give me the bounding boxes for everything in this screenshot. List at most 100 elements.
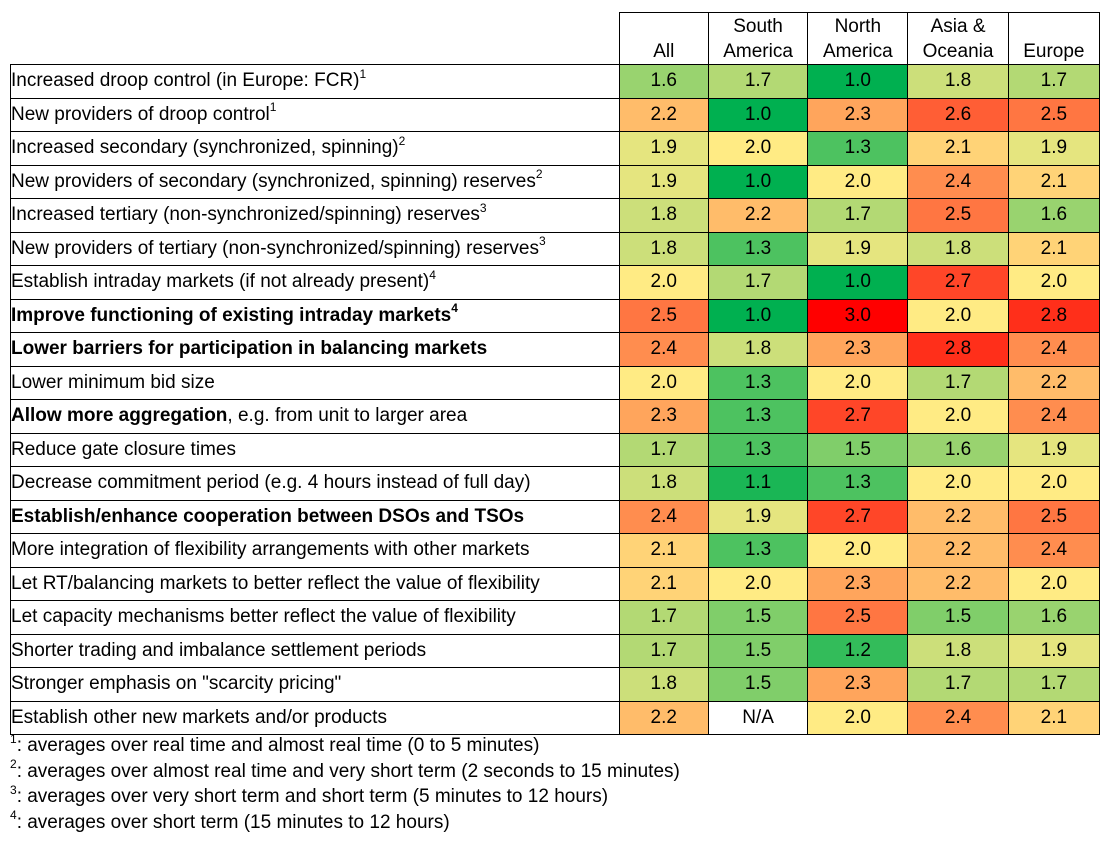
heatmap-cell: 1.3 bbox=[807, 466, 909, 501]
footnote-marker: 2 bbox=[10, 757, 17, 772]
heatmap-cell: 1.7 bbox=[707, 265, 809, 300]
column-header-line2: Europe bbox=[1023, 41, 1085, 62]
heatmap-cell: 1.7 bbox=[907, 365, 1009, 400]
heatmap-cell: 1.9 bbox=[1007, 131, 1100, 166]
heatmap-cell: 2.0 bbox=[807, 164, 909, 199]
footnote-marker: 2 bbox=[398, 133, 406, 148]
heatmap-cell: 1.0 bbox=[707, 164, 809, 199]
column-header: All bbox=[618, 12, 709, 65]
table-row: Stronger emphasis on "scarcity pricing" 1… bbox=[10, 667, 1100, 702]
row-label-text: Stronger emphasis on "scarcity pricing" bbox=[11, 673, 342, 695]
row-label-text: Establish/enhance cooperation between DS… bbox=[11, 505, 525, 527]
row-label: Allow more aggregation, e.g. from unit t… bbox=[10, 399, 620, 434]
row-label-text: Establish other new markets and/or produ… bbox=[11, 706, 387, 728]
heatmap-cell: 1.3 bbox=[707, 432, 809, 467]
table-row: Lower barriers for participation in bala… bbox=[10, 332, 1100, 367]
heatmap-cell: 2.8 bbox=[907, 332, 1009, 367]
heatmap-cell: 2.0 bbox=[907, 399, 1009, 434]
footnotes: 1: averages over real time and almost re… bbox=[10, 733, 680, 835]
table-row: Increased tertiary (non-synchronized/spi… bbox=[10, 198, 1100, 233]
heatmap-cell: 1.6 bbox=[907, 432, 1009, 467]
heatmap-cell: 1.9 bbox=[1007, 432, 1100, 467]
heatmap-cell: 2.4 bbox=[1007, 399, 1100, 434]
heatmap-cell: 1.0 bbox=[707, 298, 809, 333]
heatmap-cell: 2.2 bbox=[907, 499, 1009, 534]
column-header-line1: North bbox=[834, 16, 882, 37]
column-header-row: All South America North America Asia & O… bbox=[10, 12, 1100, 65]
row-label: Increased droop control (in Europe: FCR)… bbox=[10, 64, 620, 99]
heatmap-cell: 2.1 bbox=[1007, 231, 1100, 266]
heatmap-cell: 1.9 bbox=[807, 231, 909, 266]
heatmap-table: All South America North America Asia & O… bbox=[10, 12, 1100, 735]
row-label-text: Increased droop control (in Europe: FCR) bbox=[11, 70, 360, 92]
footnote-marker: 4 bbox=[451, 301, 458, 316]
footnote-text: : averages over almost real time and ver… bbox=[16, 760, 680, 782]
row-label-text: Allow more aggregation bbox=[11, 405, 228, 427]
heatmap-cell: 2.4 bbox=[1007, 332, 1100, 367]
heatmap-cell: 2.0 bbox=[1007, 265, 1100, 300]
footnote-marker: 3 bbox=[539, 234, 546, 249]
row-label: Increased secondary (synchronized, spinn… bbox=[10, 131, 620, 166]
row-label: Establish intraday markets (if not alrea… bbox=[10, 265, 620, 300]
heatmap-cell: 1.9 bbox=[1007, 633, 1100, 668]
column-header-line2: America bbox=[723, 41, 793, 62]
table-row: New providers of droop control1 2.2 1.0 2.3… bbox=[10, 97, 1100, 132]
heatmap-cell: 1.6 bbox=[1007, 600, 1100, 635]
heatmap-cell: 1.3 bbox=[707, 231, 809, 266]
table-row: New providers of secondary (synchronized… bbox=[10, 164, 1100, 199]
heatmap-cell: 2.7 bbox=[907, 265, 1009, 300]
heatmap-cell: 1.7 bbox=[618, 600, 709, 635]
heatmap-cell: 1.7 bbox=[1007, 64, 1100, 99]
heatmap-cell: 1.6 bbox=[618, 64, 709, 99]
column-header-line1 bbox=[620, 14, 708, 39]
row-label-text: Lower minimum bid size bbox=[11, 371, 215, 393]
heatmap-cell: 1.8 bbox=[707, 332, 809, 367]
row-label: Stronger emphasis on "scarcity pricing" bbox=[10, 667, 620, 702]
row-label-text: Improve functioning of existing intraday… bbox=[11, 304, 452, 326]
heatmap-cell: 2.7 bbox=[807, 399, 909, 434]
heatmap-cell: 2.2 bbox=[1007, 365, 1100, 400]
heatmap-cell: 1.9 bbox=[618, 131, 709, 166]
heatmap-cell: 2.8 bbox=[1007, 298, 1100, 333]
heatmap-cell: 1.8 bbox=[907, 64, 1009, 99]
heatmap-cell: 1.9 bbox=[707, 499, 809, 534]
footnote-line: 3: averages over very short term and sho… bbox=[10, 784, 680, 810]
heatmap-cell: 2.5 bbox=[1007, 97, 1100, 132]
heatmap-cell: 2.6 bbox=[907, 97, 1009, 132]
heatmap-cell: 2.1 bbox=[907, 131, 1009, 166]
heatmap-cell: 2.2 bbox=[618, 97, 709, 132]
table-row: Let RT/balancing markets to better refle… bbox=[10, 566, 1100, 601]
table-row: Let capacity mechanisms better reflect t… bbox=[10, 600, 1100, 635]
row-label-text: Increased tertiary (non-synchronized/spi… bbox=[11, 204, 480, 226]
row-label: Improve functioning of existing intraday… bbox=[10, 298, 620, 333]
table-row: Decrease commitment period (e.g. 4 hours… bbox=[10, 466, 1100, 501]
footnote-text: : averages over real time and almost rea… bbox=[16, 735, 540, 756]
heatmap-cell: 2.3 bbox=[807, 667, 909, 702]
heatmap-cell: 2.4 bbox=[618, 499, 709, 534]
heatmap-cell: 1.8 bbox=[618, 667, 709, 702]
column-header: Asia & Oceania bbox=[907, 12, 1009, 65]
column-header-line1: Asia & bbox=[930, 16, 986, 37]
heatmap-cell: 2.0 bbox=[807, 533, 909, 568]
row-label: More integration of flexibility arrangem… bbox=[10, 533, 620, 568]
heatmap-cell: 1.8 bbox=[618, 231, 709, 266]
row-label-text: New providers of droop control bbox=[11, 103, 270, 125]
row-label-rest: , e.g. from unit to larger area bbox=[227, 405, 468, 427]
footnote-marker: 4 bbox=[10, 808, 17, 823]
footnote-marker: 3 bbox=[10, 782, 17, 797]
heatmap-cell: 1.9 bbox=[618, 164, 709, 199]
heatmap-cell: 3.0 bbox=[807, 298, 909, 333]
column-header-line1: South bbox=[733, 16, 783, 37]
heatmap-cell: 2.3 bbox=[618, 399, 709, 434]
heatmap-cell: 2.0 bbox=[707, 566, 809, 601]
heatmap-cell: 2.0 bbox=[807, 700, 909, 735]
heatmap-body: Increased droop control (in Europe: FCR)… bbox=[10, 64, 1100, 735]
heatmap-cell: 1.7 bbox=[907, 667, 1009, 702]
heatmap-cell: 2.4 bbox=[618, 332, 709, 367]
table-row: Reduce gate closure times 1.7 1.3 1.5 1.6 1.9 bbox=[10, 432, 1100, 467]
heatmap-cell: 2.5 bbox=[1007, 499, 1100, 534]
heatmap-cell: 1.8 bbox=[618, 466, 709, 501]
heatmap-cell: 2.4 bbox=[907, 164, 1009, 199]
heatmap-cell: 1.6 bbox=[1007, 198, 1100, 233]
table-row: Shorter trading and imbalance settlement… bbox=[10, 633, 1100, 668]
